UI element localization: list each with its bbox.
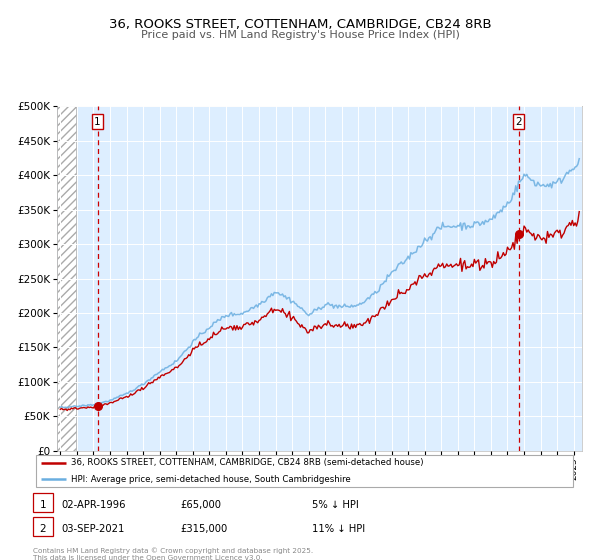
Text: Price paid vs. HM Land Registry's House Price Index (HPI): Price paid vs. HM Land Registry's House … — [140, 30, 460, 40]
FancyBboxPatch shape — [36, 455, 573, 487]
Text: 02-APR-1996: 02-APR-1996 — [61, 500, 126, 510]
Text: 36, ROOKS STREET, COTTENHAM, CAMBRIDGE, CB24 8RB: 36, ROOKS STREET, COTTENHAM, CAMBRIDGE, … — [109, 18, 491, 31]
Text: 2: 2 — [40, 524, 46, 534]
Text: 5% ↓ HPI: 5% ↓ HPI — [312, 500, 359, 510]
Text: 1: 1 — [94, 116, 101, 127]
Text: HPI: Average price, semi-detached house, South Cambridgeshire: HPI: Average price, semi-detached house,… — [71, 475, 351, 484]
Text: 11% ↓ HPI: 11% ↓ HPI — [312, 524, 365, 534]
Text: £65,000: £65,000 — [180, 500, 221, 510]
Text: 1: 1 — [40, 500, 46, 510]
Text: 03-SEP-2021: 03-SEP-2021 — [61, 524, 125, 534]
Text: 2: 2 — [515, 116, 522, 127]
Bar — [57, 106, 76, 451]
Text: Contains HM Land Registry data © Crown copyright and database right 2025.
This d: Contains HM Land Registry data © Crown c… — [33, 548, 313, 560]
Text: 36, ROOKS STREET, COTTENHAM, CAMBRIDGE, CB24 8RB (semi-detached house): 36, ROOKS STREET, COTTENHAM, CAMBRIDGE, … — [71, 458, 424, 467]
Text: £315,000: £315,000 — [180, 524, 227, 534]
